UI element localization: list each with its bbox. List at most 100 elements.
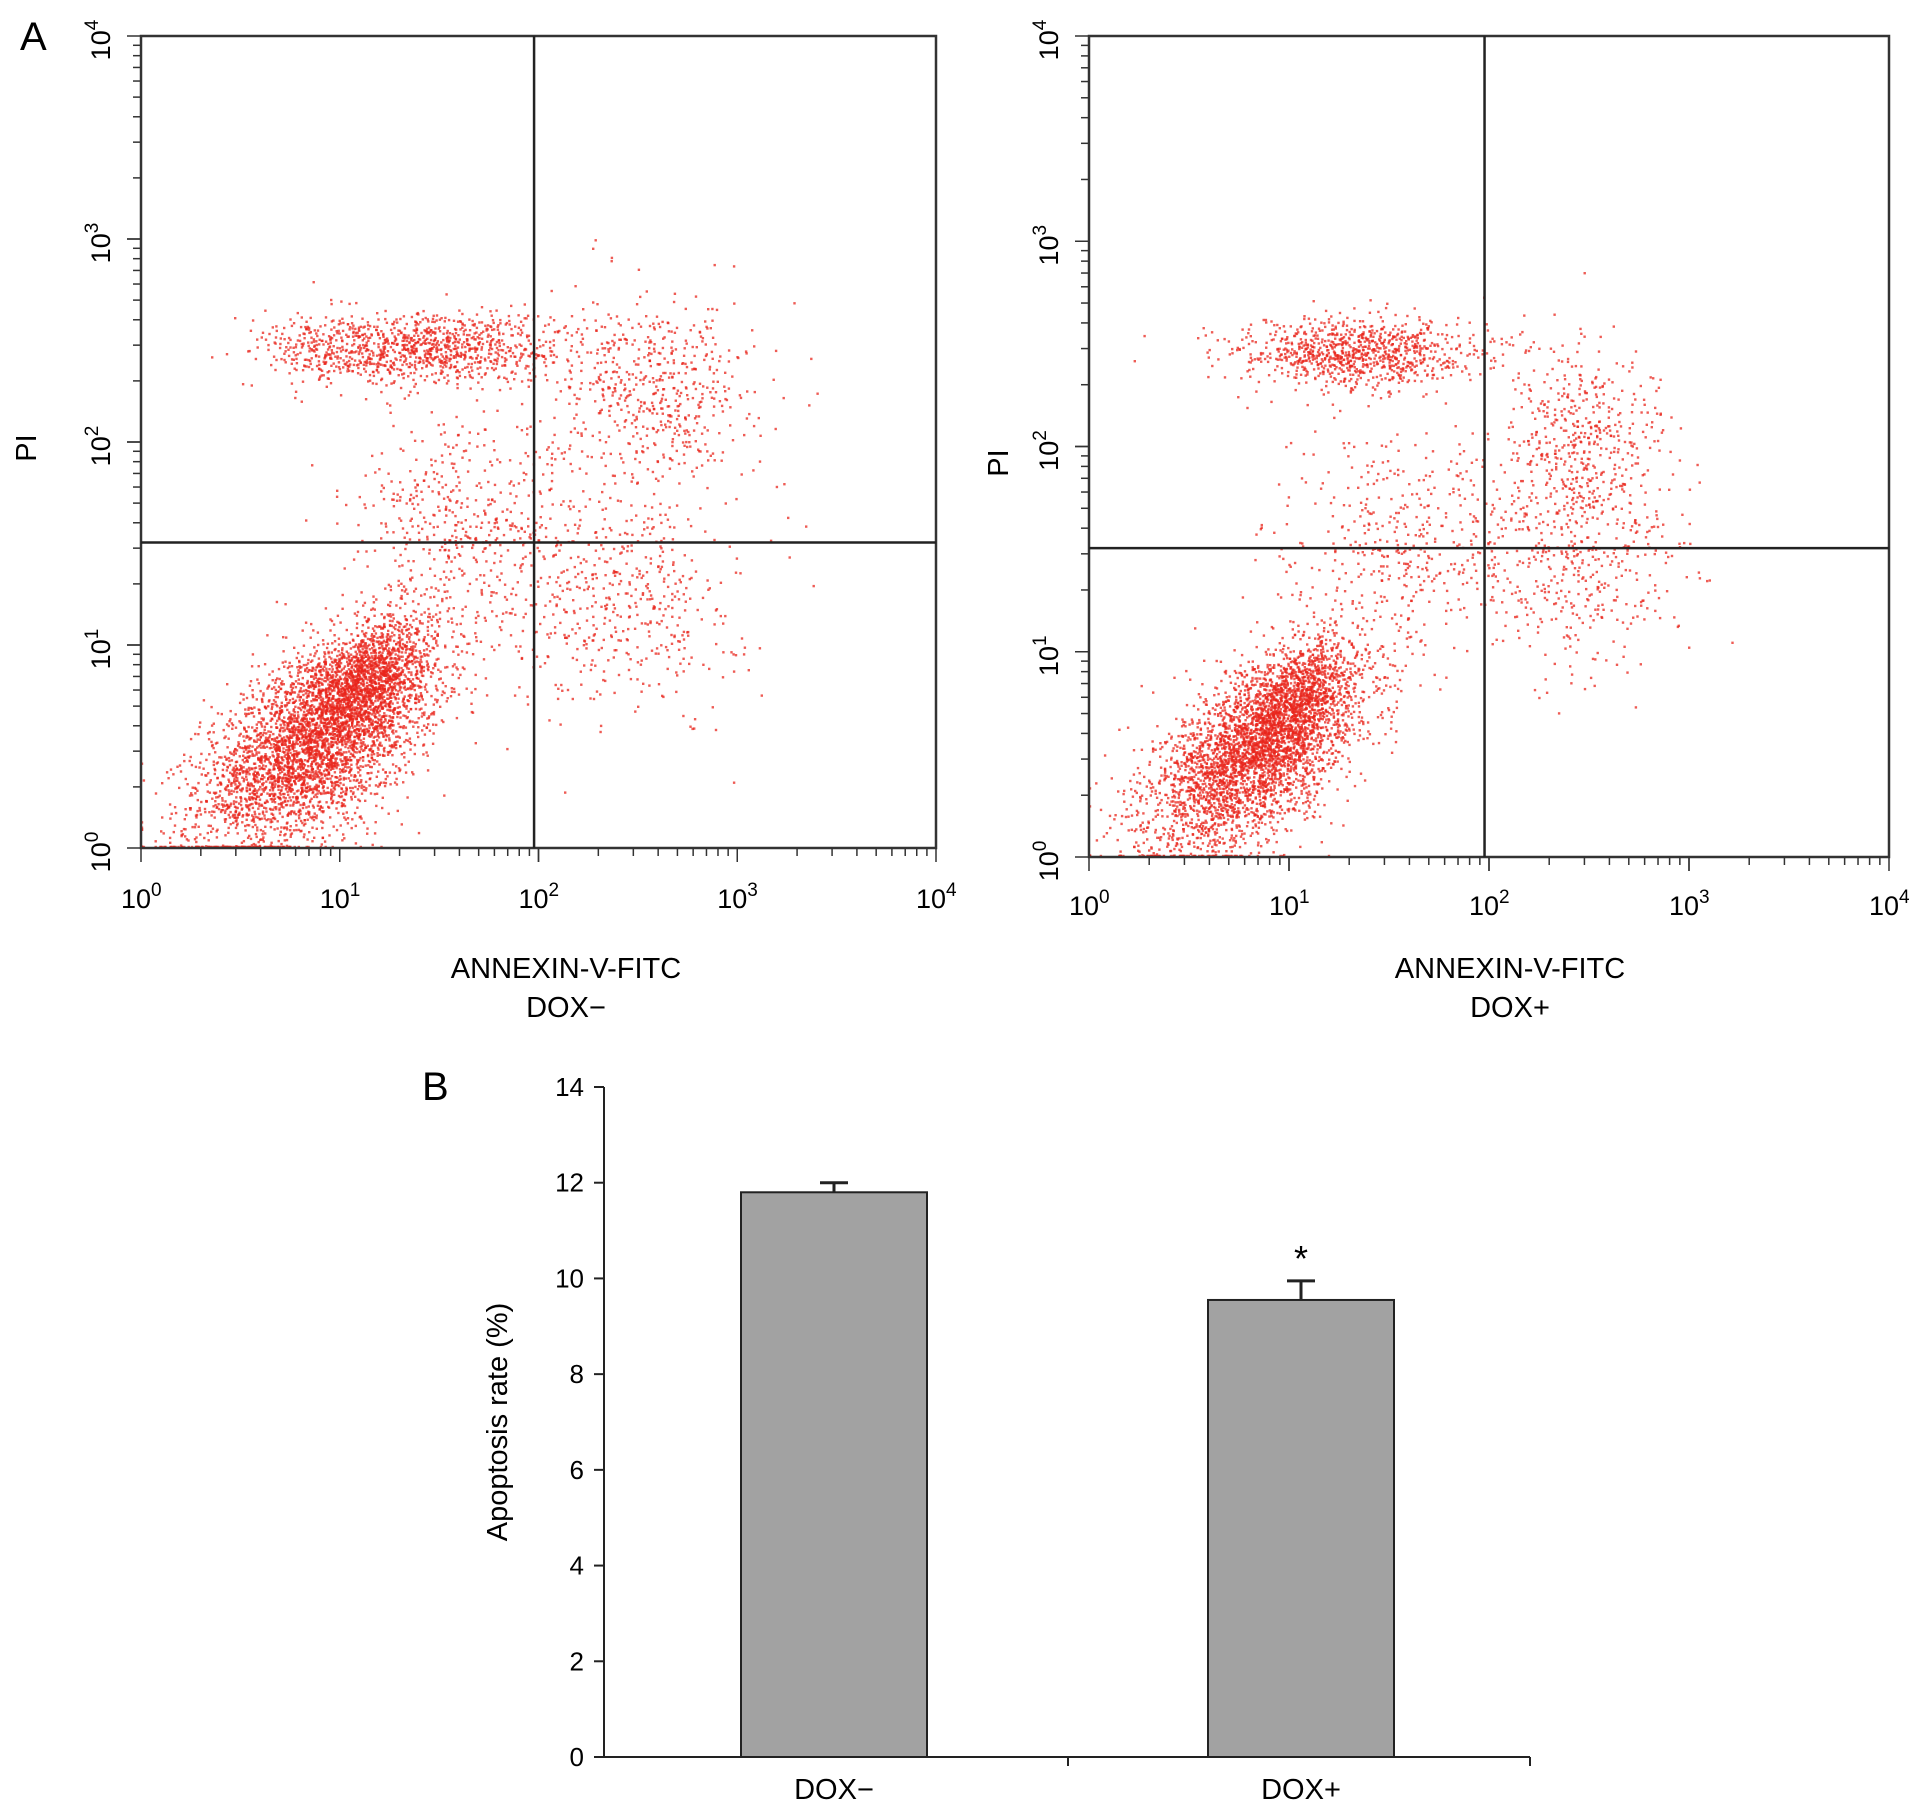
scatter-point [321, 709, 324, 712]
scatter-point [330, 763, 333, 766]
scatter-point [365, 710, 368, 713]
scatter-point [331, 799, 335, 803]
scatter-point [273, 737, 276, 740]
scatter-point [358, 651, 361, 654]
scatter-point [346, 762, 349, 765]
scatter-point [371, 744, 375, 747]
scatter-point [433, 663, 436, 666]
scatter-point [392, 746, 395, 749]
scatter-point [343, 765, 347, 768]
scatter-point [309, 708, 312, 712]
scatter-point [312, 675, 315, 678]
scatter-point [248, 796, 251, 799]
scatter-point [392, 639, 396, 643]
scatter-point [227, 778, 230, 781]
scatter-point [328, 709, 332, 713]
scatter-point [241, 815, 244, 818]
scatter-point [309, 816, 312, 819]
scatter-point [295, 761, 298, 764]
scatter-point [252, 785, 255, 788]
scatter-point [292, 750, 296, 753]
scatter-point [277, 773, 280, 776]
scatter-point [370, 633, 374, 636]
scatter-point [341, 742, 344, 746]
scatter-point [308, 704, 312, 708]
scatter-point [249, 803, 252, 806]
scatter-point [418, 699, 421, 702]
scatter-point [270, 775, 273, 779]
scatter-point [267, 705, 270, 708]
scatter-point [267, 818, 270, 821]
scatter-point [322, 769, 326, 773]
scatter-point [361, 749, 365, 752]
scatter-point [323, 727, 326, 730]
scatter-point [363, 731, 366, 734]
scatter-point [269, 771, 272, 775]
scatter-point [347, 682, 350, 686]
scatter-point [169, 817, 172, 820]
scatter-point [313, 732, 316, 736]
scatter-point [345, 756, 348, 759]
scatter-point [317, 789, 320, 793]
scatter-point [350, 633, 353, 636]
scatter-point [309, 724, 312, 727]
scatter-point [306, 741, 309, 744]
scatter-point [366, 744, 369, 747]
scatter-point [350, 679, 353, 683]
scatter-point [395, 667, 398, 670]
scatter-point [295, 717, 298, 720]
scatter-point [328, 760, 332, 764]
scatter-point [235, 771, 239, 775]
scatter-point [416, 628, 419, 632]
scatter-point [190, 763, 194, 767]
scatter-point [360, 691, 364, 694]
scatter-point [370, 651, 373, 655]
scatter-point [307, 805, 310, 808]
scatter-point [320, 689, 324, 693]
scatter-point [415, 617, 418, 620]
scatter-point [314, 723, 317, 726]
scatter-point [200, 752, 203, 756]
scatter-point [258, 798, 262, 801]
scatter-point [360, 792, 364, 795]
scatter-point [380, 702, 383, 705]
scatter-point [346, 664, 350, 667]
scatter-point [194, 765, 198, 769]
scatter-point [397, 666, 401, 669]
scatter-point [347, 750, 351, 753]
scatter-point [205, 845, 208, 848]
scatter-point [367, 715, 371, 718]
scatter-point [336, 783, 339, 787]
scatter-point [242, 750, 246, 753]
scatter-point [258, 765, 261, 768]
scatter-point [280, 743, 284, 747]
scatter-point [403, 615, 407, 618]
scatter-point [296, 711, 300, 714]
scatter-point [427, 723, 430, 726]
scatter-point [187, 839, 190, 842]
scatter-point [291, 764, 294, 767]
scatter-point [309, 774, 312, 778]
scatter-point [247, 781, 250, 784]
scatter-point [196, 809, 199, 813]
scatter-point [405, 732, 409, 735]
scatter-point [272, 699, 276, 702]
scatter-point [338, 768, 342, 771]
scatter-point [265, 745, 269, 749]
scatter-point [475, 639, 478, 643]
scatter-point [263, 817, 266, 820]
scatter-point [249, 782, 253, 785]
scatter-point [359, 662, 362, 665]
scatter-point [260, 741, 263, 745]
scatter-point [221, 768, 225, 772]
scatter-point [239, 732, 242, 736]
scatter-point [225, 723, 229, 726]
scatter-point [293, 720, 296, 723]
scatter-point [291, 726, 294, 730]
scatter-point [287, 717, 290, 720]
scatter-point [268, 699, 271, 702]
scatter-point [366, 832, 369, 835]
scatter-point [373, 707, 376, 710]
scatter-point [426, 717, 429, 720]
